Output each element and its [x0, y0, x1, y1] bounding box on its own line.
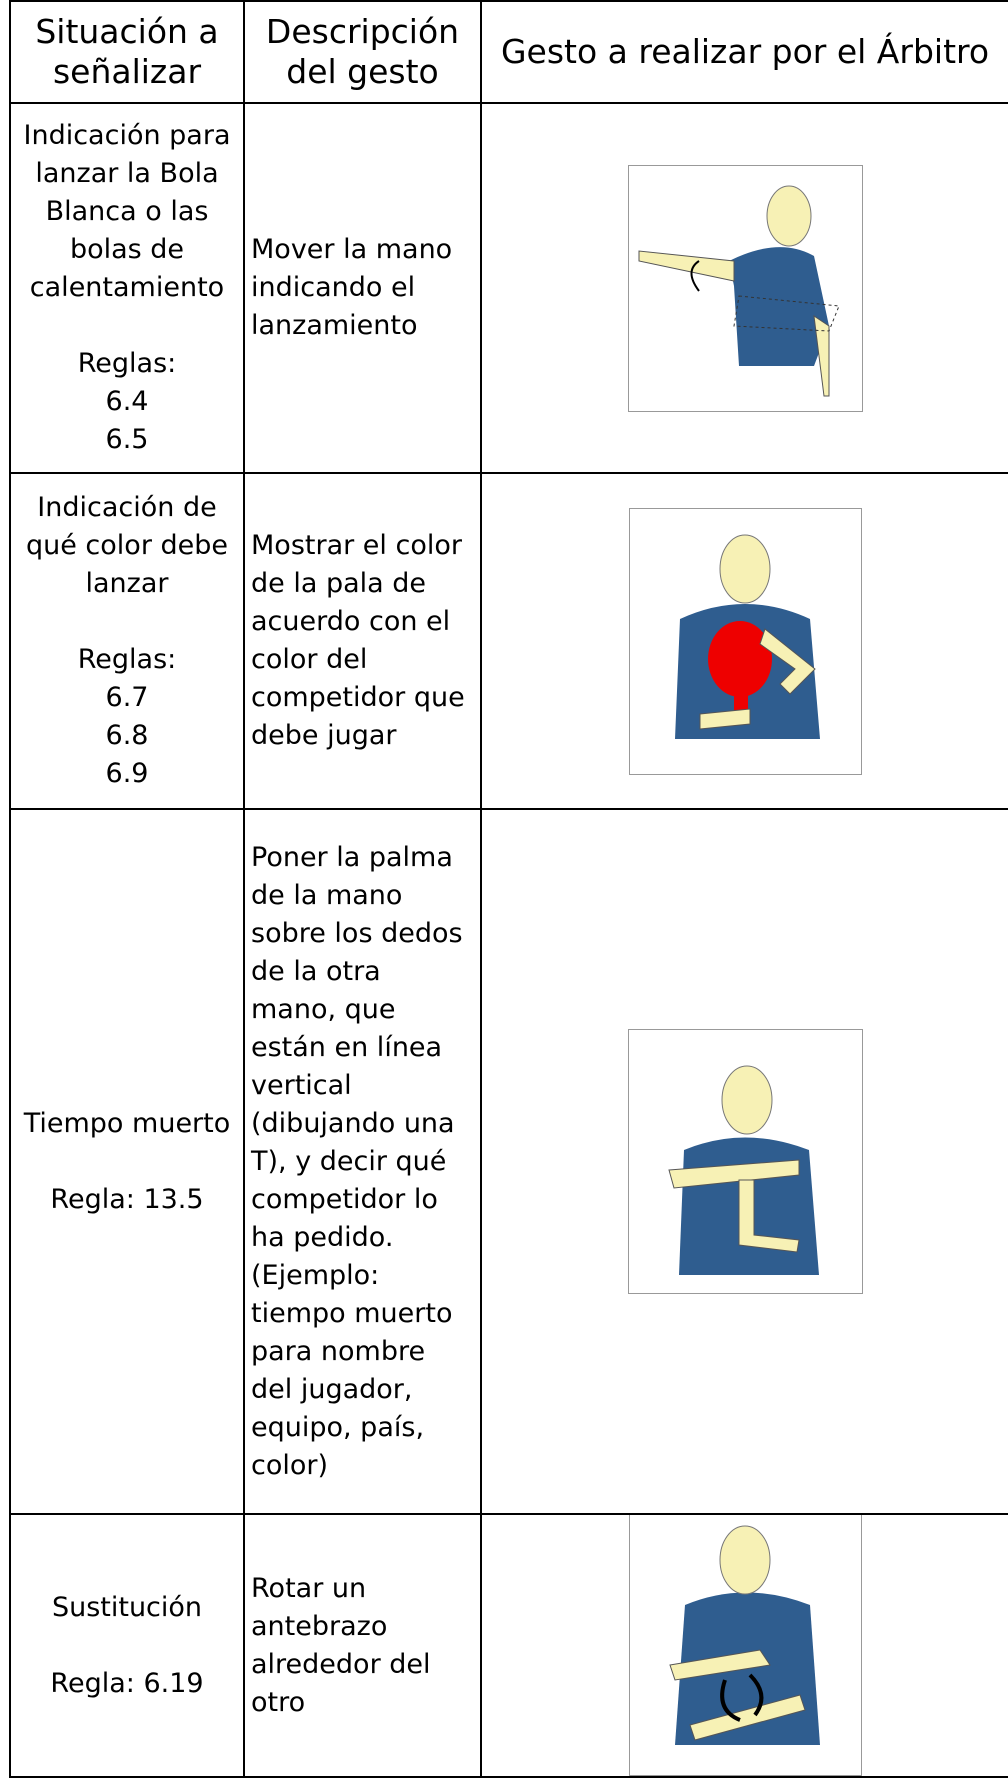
gesture-illustration	[627, 164, 863, 412]
description: Mostrar el color de la pala de acuerdo c…	[243, 472, 482, 810]
header-row: Situación a señalizar Descripción del ge…	[9, 0, 1008, 104]
row: Tiempo muerto Regla: 13.5 Poner la palma …	[9, 808, 1008, 1515]
header-cell: Situación a señalizar	[9, 0, 245, 104]
situation: Sustitución	[51, 1591, 203, 1623]
rules: Regla: 13.5	[17, 1181, 237, 1219]
gesture-cell	[480, 472, 1008, 810]
description: Mover la mano indicando el lanzamiento	[243, 102, 482, 474]
situation: Indicación para lanzar la Bola Blanca o …	[23, 120, 231, 303]
gesture-cell	[480, 1513, 1008, 1778]
header-cell: Descripción del gesto	[243, 0, 482, 104]
situation-cell: Indicación para lanzar la Bola Blanca o …	[9, 102, 245, 474]
gesture-illustration	[627, 1029, 863, 1294]
situation-cell: Tiempo muerto Regla: 13.5	[9, 808, 245, 1515]
description: Poner la palma de la mano sobre los dedo…	[243, 808, 482, 1515]
rule-line: 6.5	[105, 424, 149, 455]
gesture-illustration	[628, 1516, 862, 1775]
gesture-cell	[480, 102, 1008, 474]
situation-cell: Sustitución Regla: 6.19	[9, 1513, 245, 1778]
header-cell: Gesto a realizar por el Árbitro	[480, 0, 1008, 104]
situation-cell: Indicación de qué color debe lanzar Regla…	[9, 472, 245, 810]
rule-line: 6.9	[105, 758, 149, 789]
row: Indicación de qué color debe lanzar Regla…	[9, 472, 1008, 810]
rule-line: Reglas:	[77, 644, 177, 675]
rule-line: 6.4	[105, 386, 149, 417]
rules: Regla: 6.19	[17, 1665, 237, 1703]
rules: Reglas: 6.4 6.5	[17, 345, 237, 459]
gesture-cell	[480, 808, 1008, 1515]
rules: Reglas: 6.7 6.8 6.9	[17, 641, 237, 793]
rule-line: Reglas:	[77, 348, 177, 379]
row: Indicación para lanzar la Bola Blanca o …	[9, 102, 1008, 474]
situation: Tiempo muerto	[23, 1107, 231, 1139]
situation: Indicación de qué color debe lanzar	[25, 492, 228, 599]
rule-line: Regla: 13.5	[50, 1183, 204, 1215]
rule-line: Regla: 6.19	[50, 1667, 204, 1699]
rule-line: 6.8	[105, 720, 149, 751]
row: Sustitución Regla: 6.19 Rotar un antebraz…	[9, 1513, 1008, 1778]
description: Rotar un antebrazo alrededor del otro	[243, 1513, 482, 1778]
gesture-illustration	[628, 507, 862, 775]
referee-signals-table: Situación a señalizar Descripción del ge…	[9, 0, 1008, 1778]
rule-line: 6.7	[105, 682, 149, 713]
